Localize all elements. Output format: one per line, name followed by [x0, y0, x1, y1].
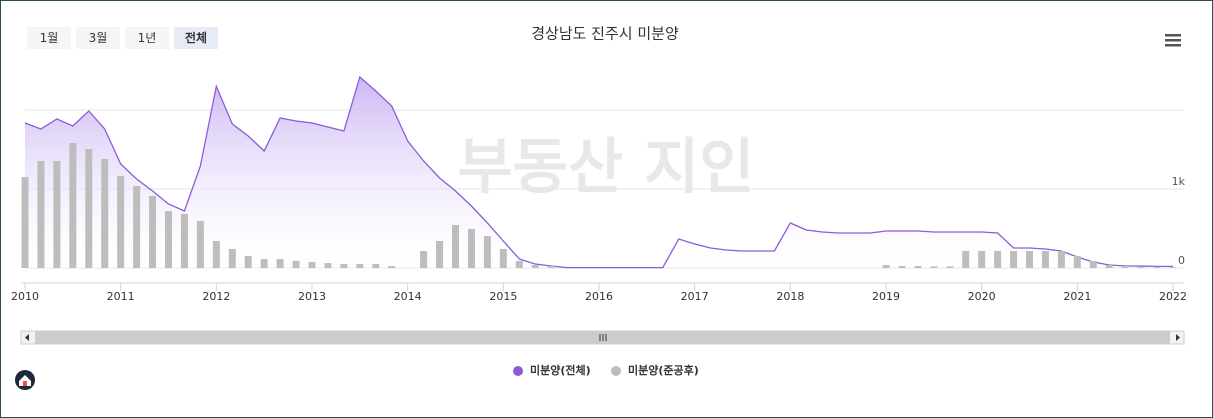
bar: [85, 149, 93, 268]
bar: [962, 251, 970, 268]
y-tick-label: 0: [1178, 254, 1185, 267]
bar: [244, 255, 252, 268]
bar: [994, 251, 1002, 268]
bar: [515, 260, 523, 268]
bar: [21, 176, 29, 268]
legend-label: 미분양(준공후): [628, 363, 699, 377]
home-icon[interactable]: [15, 370, 35, 390]
scrollbar[interactable]: [20, 330, 1185, 345]
bar: [898, 266, 906, 268]
menu-icon[interactable]: [1165, 34, 1181, 47]
bar: [1105, 264, 1113, 268]
bar: [1153, 266, 1161, 268]
bar: [117, 175, 125, 268]
bar: [196, 220, 204, 268]
bar: [436, 240, 444, 268]
bar: [53, 161, 61, 268]
bar: [388, 266, 396, 268]
bar: [372, 263, 380, 268]
bar: [356, 263, 364, 268]
legend-label: 미분양(전체): [530, 363, 591, 377]
x-tick-label: 2015: [489, 290, 517, 303]
line: [24, 75, 1173, 269]
bar: [1057, 251, 1065, 268]
bar: [165, 210, 172, 268]
range-button[interactable]: 1월: [27, 27, 71, 49]
x-tick-label: 2016: [585, 290, 613, 303]
bar: [914, 266, 922, 268]
bar: [308, 261, 316, 268]
x-tick-label: 2011: [107, 290, 135, 303]
bar: [1010, 251, 1018, 268]
legend-marker: [611, 366, 621, 376]
x-tick-label: 2019: [872, 290, 900, 303]
range-button[interactable]: 1년: [125, 27, 169, 49]
bar: [452, 225, 459, 268]
bar: [101, 158, 109, 268]
bar: [547, 266, 555, 268]
bar: [946, 266, 954, 268]
bar: [420, 251, 428, 268]
bar: [483, 235, 491, 268]
bar: [1073, 255, 1081, 268]
watermark: 부동산 지인: [458, 133, 755, 203]
x-tick-label: 2018: [776, 290, 804, 303]
x-tick-label: 2022: [1159, 290, 1187, 303]
x-tick-label: 2012: [202, 290, 230, 303]
bar: [37, 161, 45, 268]
x-tick-label: 2021: [1063, 290, 1091, 303]
bar: [467, 228, 475, 268]
bar: [324, 263, 332, 268]
range-button[interactable]: 3월: [76, 27, 120, 49]
bar: [882, 264, 890, 268]
bar: [1089, 260, 1097, 268]
bar: [228, 248, 236, 268]
range-button[interactable]: 전체: [174, 27, 218, 49]
bar: [133, 185, 141, 268]
x-tick-label: 2017: [681, 290, 709, 303]
legend-marker: [513, 366, 523, 376]
bar: [1121, 266, 1129, 268]
bar: [499, 248, 507, 268]
bar: [340, 263, 348, 268]
bar: [531, 264, 539, 268]
area: [25, 77, 1173, 268]
x-tick-label: 2014: [394, 290, 422, 303]
bar: [1137, 266, 1145, 268]
bar: [1026, 251, 1033, 268]
bar: [212, 240, 220, 268]
bar: [930, 266, 938, 268]
chart-title: 경상남도 진주시 미분양: [531, 25, 679, 43]
bar: [149, 196, 157, 268]
x-tick-label: 2013: [298, 290, 326, 303]
x-tick-label: 2020: [968, 290, 996, 303]
bar: [276, 258, 284, 268]
y-tick-label: 1k: [1172, 175, 1186, 188]
bar: [260, 258, 268, 268]
x-tick-label: 2010: [11, 290, 39, 303]
bar: [1041, 251, 1049, 268]
bar: [292, 260, 300, 268]
bar: [69, 143, 77, 268]
bar: [1169, 267, 1177, 268]
bar: [180, 213, 188, 268]
bar: [978, 251, 986, 268]
